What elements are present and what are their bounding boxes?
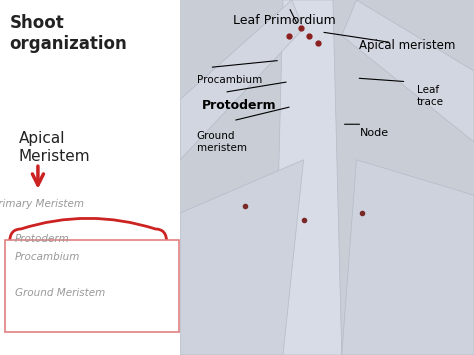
Polygon shape — [180, 160, 303, 355]
Text: Shoot
organization: Shoot organization — [9, 14, 127, 53]
Text: Ground
meristem: Ground meristem — [197, 131, 246, 153]
Text: Node: Node — [360, 128, 389, 138]
Text: Ground Meristem: Ground Meristem — [15, 288, 105, 297]
Text: Protoderm: Protoderm — [15, 234, 70, 244]
Polygon shape — [180, 0, 303, 160]
Text: Apical
Meristem: Apical Meristem — [19, 131, 91, 164]
Text: Primary Meristem: Primary Meristem — [0, 199, 84, 209]
Polygon shape — [342, 0, 474, 142]
FancyBboxPatch shape — [5, 240, 179, 332]
Text: Leaf
trace: Leaf trace — [417, 85, 444, 107]
Text: Procambium: Procambium — [15, 252, 81, 262]
Polygon shape — [342, 160, 474, 355]
Polygon shape — [274, 0, 342, 355]
Text: Leaf Primordium: Leaf Primordium — [233, 14, 336, 27]
Text: Apical meristem: Apical meristem — [359, 39, 455, 52]
Text: Protoderm: Protoderm — [201, 99, 276, 113]
Text: Procambium: Procambium — [197, 75, 262, 84]
